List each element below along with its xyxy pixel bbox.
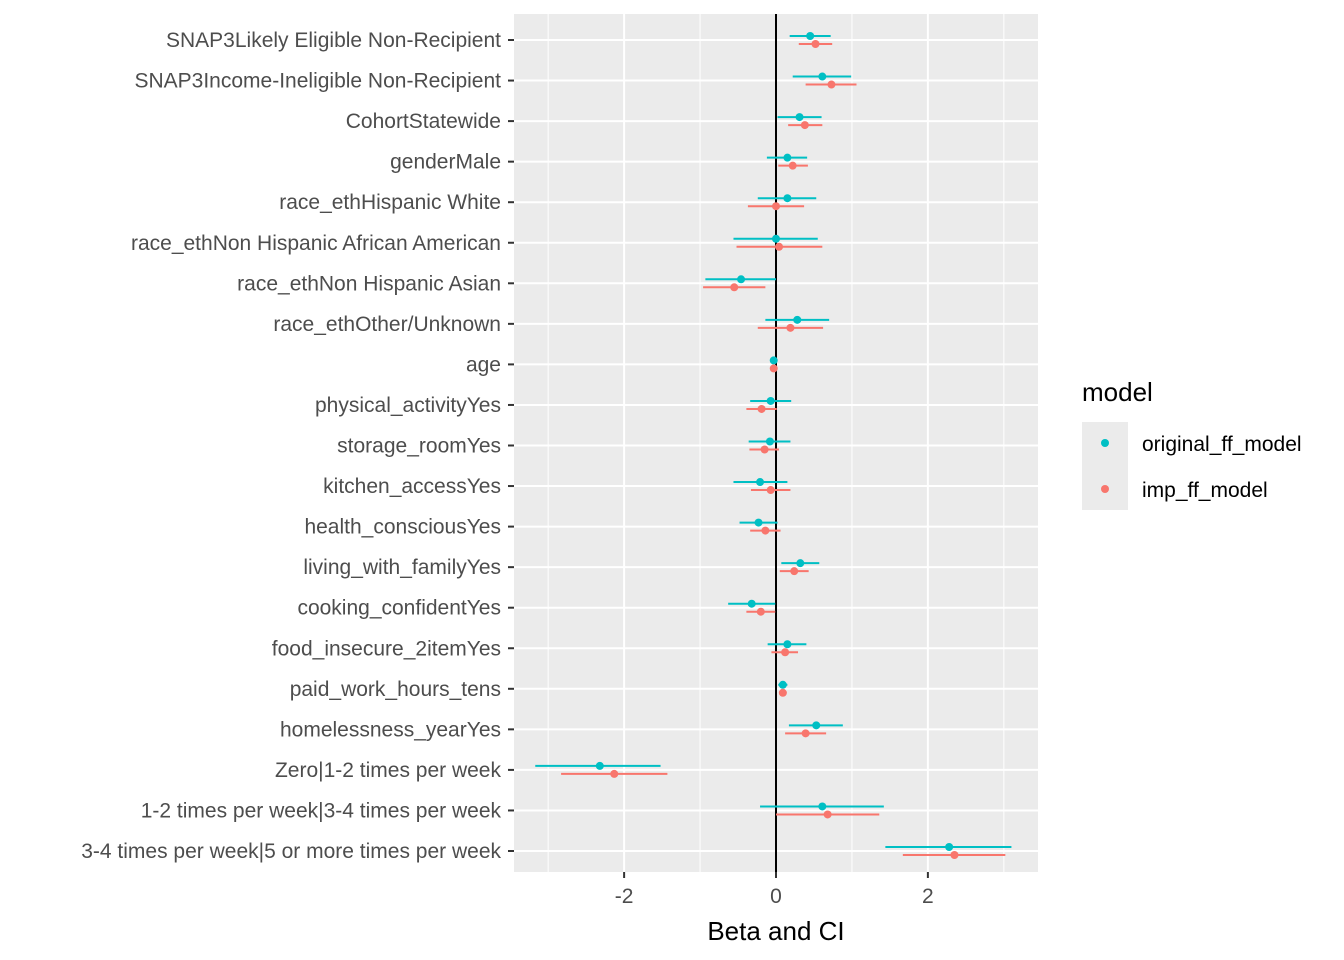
legend-label: original_ff_model	[1142, 433, 1302, 456]
estimate-point	[595, 761, 604, 770]
estimate-point	[730, 283, 739, 292]
y-tick-label: 3-4 times per week|5 or more times per w…	[81, 840, 501, 863]
estimate-point	[781, 648, 790, 657]
estimate-point	[783, 640, 792, 649]
x-tick-label: -2	[615, 885, 634, 908]
x-tick-label: 0	[770, 885, 782, 908]
estimate-point	[766, 396, 775, 405]
estimate-point	[945, 843, 954, 851]
x-axis-title: Beta and CI	[707, 916, 844, 946]
estimate-point	[950, 851, 959, 859]
legend-title: model	[1082, 377, 1153, 407]
y-tick-label: physical_activityYes	[315, 394, 501, 417]
estimate-point	[610, 769, 619, 778]
estimate-point	[801, 729, 810, 738]
y-tick-label: race_ethHispanic White	[279, 191, 501, 214]
y-tick-label: SNAP3Income-Ineligible Non-Recipient	[134, 70, 501, 93]
y-tick-label: health_consciousYes	[304, 516, 501, 539]
estimate-point	[766, 486, 775, 495]
y-tick-label: race_ethOther/Unknown	[273, 313, 501, 336]
estimate-point	[778, 680, 787, 689]
series-imp_ff_model	[561, 40, 1006, 859]
legend-key-point	[1101, 485, 1109, 493]
x-tick-label: 2	[922, 885, 934, 908]
y-tick-label: Zero|1-2 times per week	[275, 759, 502, 782]
legend-key-point	[1101, 439, 1109, 447]
y-tick-label: storage_roomYes	[337, 435, 501, 458]
y-tick-label: race_ethNon Hispanic Asian	[237, 272, 501, 295]
estimate-point	[775, 242, 784, 251]
legend: model original_ff_model imp_ff_model	[1082, 377, 1302, 510]
x-axis: -2 0 2	[615, 872, 934, 908]
y-tick-label: race_ethNon Hispanic African American	[131, 232, 501, 255]
legend-label: imp_ff_model	[1142, 479, 1268, 502]
estimate-point	[772, 234, 780, 243]
estimate-point	[788, 161, 797, 170]
estimate-point	[761, 526, 770, 535]
estimate-point	[772, 202, 780, 211]
estimate-point	[806, 32, 815, 40]
estimate-point	[786, 323, 795, 332]
legend-key-background	[1082, 422, 1128, 510]
y-tick-label: 1-2 times per week|3-4 times per week	[141, 799, 502, 822]
estimate-point	[737, 275, 746, 284]
y-tick-label: food_insecure_2itemYes	[272, 637, 501, 660]
legend-keys: original_ff_model imp_ff_model	[1082, 422, 1302, 510]
y-tick-label: cooking_confidentYes	[297, 597, 501, 620]
estimate-point	[796, 559, 805, 568]
estimate-point	[769, 364, 778, 373]
estimate-point	[818, 802, 827, 811]
estimate-point	[812, 721, 821, 730]
estimate-point	[790, 567, 799, 576]
estimate-point	[756, 607, 765, 616]
estimate-point	[754, 518, 763, 527]
estimate-point	[756, 478, 765, 487]
estimate-point	[795, 113, 804, 122]
estimate-point	[769, 356, 778, 365]
estimate-point	[783, 153, 792, 162]
estimate-point	[778, 688, 787, 697]
estimate-point	[747, 599, 756, 608]
estimate-point	[827, 80, 836, 89]
y-tick-label: CohortStatewide	[346, 110, 501, 133]
y-axis: SNAP3Likely Eligible Non-Recipient SNAP3I…	[81, 29, 514, 863]
estimate-point	[800, 121, 809, 130]
estimate-point	[783, 194, 792, 203]
estimate-point	[757, 404, 766, 413]
estimate-point	[823, 810, 832, 819]
series-original_ff_model	[535, 32, 1012, 851]
y-tick-label: genderMale	[390, 151, 501, 174]
estimate-point	[793, 315, 802, 324]
y-tick-label: homelessness_yearYes	[280, 718, 501, 741]
y-tick-label: paid_work_hours_tens	[290, 678, 501, 701]
estimate-point	[811, 40, 820, 48]
y-tick-label: living_with_familyYes	[303, 556, 501, 579]
y-tick-label: kitchen_accessYes	[323, 475, 501, 498]
estimate-marks	[535, 32, 1012, 859]
estimate-point	[765, 437, 774, 446]
y-tick-label: SNAP3Likely Eligible Non-Recipient	[166, 29, 501, 52]
estimate-point	[818, 72, 827, 81]
y-tick-label: age	[466, 353, 501, 376]
estimate-point	[760, 445, 769, 454]
